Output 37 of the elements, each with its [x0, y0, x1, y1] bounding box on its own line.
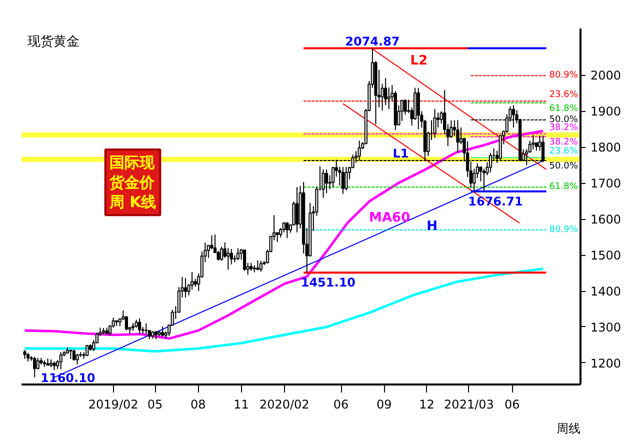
annotation: 38.2% [549, 122, 578, 133]
annotation: 2074.87 [345, 34, 400, 48]
annotation: 50.0% [549, 161, 578, 172]
x-tick-label: 11 [234, 398, 249, 412]
annotation: 61.8% [549, 182, 578, 192]
y-tick-label: 1500 [590, 248, 622, 263]
y-tick-label: 1300 [590, 320, 622, 334]
y-tick-label: 1800 [590, 140, 622, 155]
annotation: 61.8% [549, 104, 578, 114]
text: 国际现货金价周 K线 [108, 154, 156, 212]
x-tick-label: 12 [419, 398, 434, 412]
y-tick-label: 1600 [590, 212, 622, 227]
y-tick-label: 1900 [590, 104, 622, 119]
annotation: 80.9% [549, 70, 578, 81]
annotation: 1160.10 [40, 370, 96, 385]
annotation: 80.9% [549, 224, 578, 235]
x-tick-label: 09 [376, 398, 392, 412]
annotation: 23.6% [549, 146, 578, 157]
annotation: MA60 [369, 210, 410, 226]
y-tick-label: 1700 [590, 176, 622, 191]
x-tick-label: 06 [333, 398, 349, 412]
x-tick-label: 2019/02 [88, 398, 138, 412]
x-tick-label: 2020/02 [259, 398, 310, 412]
y-tick-label: 1200 [590, 356, 622, 370]
x-tick-label: 2021/03 [444, 398, 494, 412]
annotation: 38.2% [549, 138, 578, 148]
annotation: 23.6% [549, 90, 578, 100]
x-tick-label: 05 [147, 398, 163, 412]
y-tick-label: 1400 [590, 284, 622, 299]
annotation: L1 [392, 146, 409, 160]
x-axis-title: 周线 [556, 422, 580, 436]
x-tick-label: 06 [504, 398, 520, 412]
y-tick-label: 2000 [590, 68, 622, 83]
x-tick-label: 08 [190, 398, 206, 412]
annotation: L2 [410, 53, 428, 68]
text: 现货黄金 [28, 34, 80, 50]
annotation: 1451.10 [300, 276, 356, 290]
